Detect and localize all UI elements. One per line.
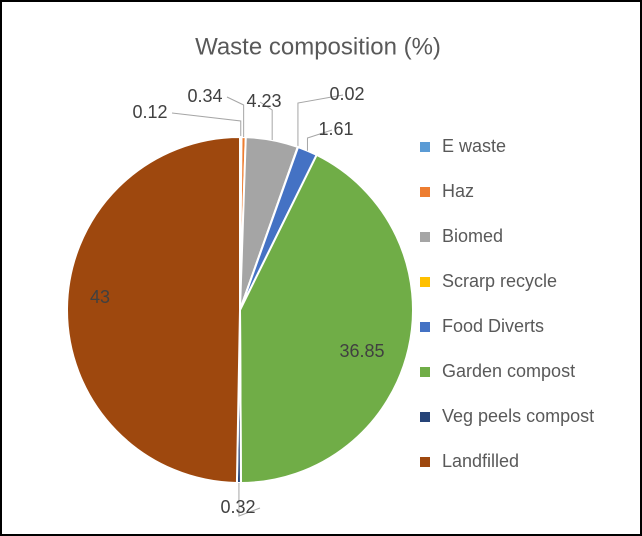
legend-swatch xyxy=(420,412,430,422)
data-label: 43 xyxy=(90,287,110,307)
legend-swatch xyxy=(420,187,430,197)
data-label: 1.61 xyxy=(318,119,353,139)
legend-label: Haz xyxy=(442,181,474,201)
data-label: 0.32 xyxy=(220,497,255,517)
data-label: 0.12 xyxy=(132,102,167,122)
legend-label: Garden compost xyxy=(442,361,575,381)
data-label: 0.34 xyxy=(187,86,222,106)
legend-label: E waste xyxy=(442,136,506,156)
data-label: 0.02 xyxy=(329,84,364,104)
leader-line xyxy=(238,482,261,517)
leader-line xyxy=(306,129,333,151)
leader-line xyxy=(259,101,273,141)
chart-title: Waste composition (%) xyxy=(195,33,441,60)
leader-line xyxy=(171,112,242,138)
legend-swatch xyxy=(420,142,430,152)
leader-line xyxy=(226,96,245,138)
legend-label: Food Diverts xyxy=(442,316,544,336)
data-label: 36.85 xyxy=(339,341,384,361)
legend-swatch xyxy=(420,232,430,242)
legend-swatch xyxy=(420,457,430,467)
legend-swatch xyxy=(420,322,430,332)
leader-line xyxy=(297,94,344,147)
legend-label: Veg peels compost xyxy=(442,406,594,426)
legend-swatch xyxy=(420,367,430,377)
legend-label: Scrarp recycle xyxy=(442,271,557,291)
legend-label: Landfilled xyxy=(442,451,519,471)
legend-swatch xyxy=(420,277,430,287)
legend-label: Biomed xyxy=(442,226,503,246)
pie-slice xyxy=(65,135,241,484)
data-label: 4.23 xyxy=(246,91,281,111)
pie-slice xyxy=(238,153,414,485)
